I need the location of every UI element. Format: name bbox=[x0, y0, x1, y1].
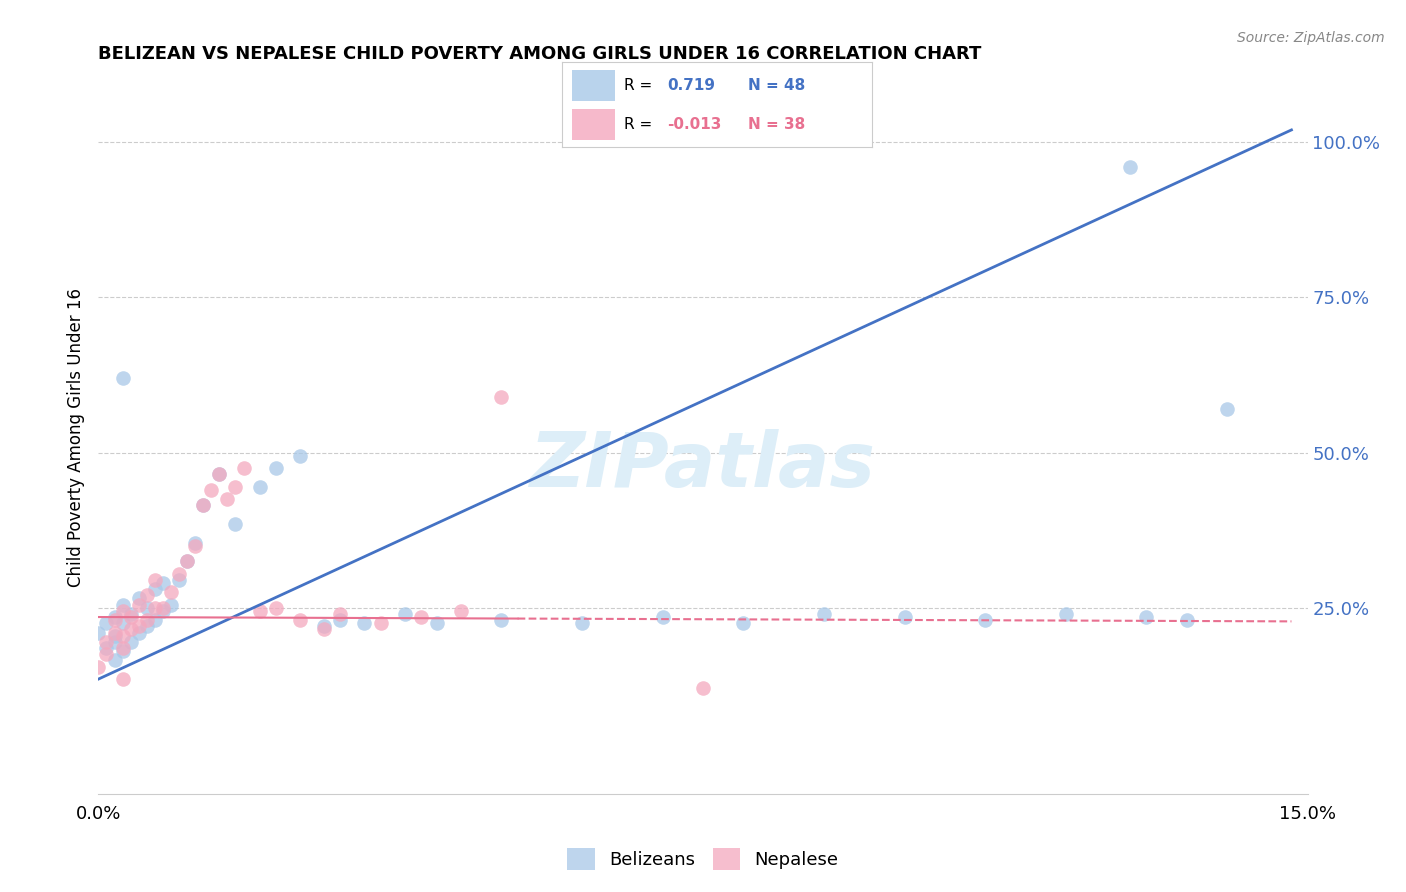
Point bbox=[394, 607, 416, 621]
Point bbox=[288, 613, 311, 627]
Point bbox=[143, 573, 166, 587]
Legend: Belizeans, Nepalese: Belizeans, Nepalese bbox=[560, 841, 846, 878]
Point bbox=[135, 600, 157, 615]
Point bbox=[288, 449, 311, 463]
Point bbox=[167, 566, 190, 581]
Point bbox=[103, 625, 125, 640]
Point bbox=[264, 461, 287, 475]
Point bbox=[111, 598, 134, 612]
Point bbox=[120, 635, 142, 649]
Point bbox=[176, 554, 198, 568]
Point bbox=[160, 598, 183, 612]
Point bbox=[1216, 402, 1239, 417]
Point bbox=[491, 390, 513, 404]
Point bbox=[1119, 160, 1142, 174]
Point bbox=[111, 616, 134, 631]
Point bbox=[152, 575, 174, 590]
Text: BELIZEAN VS NEPALESE CHILD POVERTY AMONG GIRLS UNDER 16 CORRELATION CHART: BELIZEAN VS NEPALESE CHILD POVERTY AMONG… bbox=[98, 45, 981, 63]
Point bbox=[733, 616, 755, 631]
Point bbox=[571, 616, 593, 631]
Point bbox=[1175, 613, 1198, 627]
Point bbox=[103, 613, 125, 627]
Text: R =: R = bbox=[624, 78, 652, 93]
Point bbox=[208, 467, 231, 482]
Point bbox=[208, 467, 231, 482]
Point bbox=[249, 480, 271, 494]
Point bbox=[143, 582, 166, 596]
Text: R =: R = bbox=[624, 117, 652, 132]
Point bbox=[120, 610, 142, 624]
Point bbox=[329, 607, 352, 621]
Point bbox=[224, 480, 246, 494]
Text: Source: ZipAtlas.com: Source: ZipAtlas.com bbox=[1237, 31, 1385, 45]
Bar bbox=[572, 70, 614, 101]
Point bbox=[813, 607, 835, 621]
Point bbox=[1135, 610, 1157, 624]
Text: N = 48: N = 48 bbox=[748, 78, 806, 93]
Point bbox=[692, 681, 714, 696]
Point bbox=[111, 672, 134, 686]
Point bbox=[120, 623, 142, 637]
Point bbox=[87, 625, 110, 640]
Point bbox=[217, 492, 239, 507]
Point bbox=[135, 588, 157, 602]
Text: N = 38: N = 38 bbox=[748, 117, 806, 132]
Point bbox=[111, 644, 134, 658]
Point bbox=[96, 647, 118, 661]
Point bbox=[135, 619, 157, 633]
Point bbox=[974, 613, 997, 627]
Point bbox=[329, 613, 352, 627]
Point bbox=[249, 604, 271, 618]
Point bbox=[232, 461, 254, 475]
Point bbox=[160, 585, 183, 599]
Point bbox=[143, 600, 166, 615]
Point bbox=[426, 616, 449, 631]
Text: ZIPatlas: ZIPatlas bbox=[530, 429, 876, 502]
Point bbox=[893, 610, 915, 624]
Point bbox=[409, 610, 432, 624]
Point bbox=[96, 616, 118, 631]
Point bbox=[193, 499, 215, 513]
Point bbox=[224, 516, 246, 531]
Point bbox=[111, 629, 134, 643]
Point bbox=[353, 616, 375, 631]
Point bbox=[128, 625, 150, 640]
Point bbox=[87, 659, 110, 673]
Point bbox=[103, 629, 125, 643]
Point bbox=[184, 535, 207, 549]
Point bbox=[200, 483, 222, 497]
Point bbox=[111, 371, 134, 385]
Point bbox=[184, 539, 207, 553]
Point bbox=[152, 604, 174, 618]
Point bbox=[135, 613, 157, 627]
Point bbox=[314, 619, 336, 633]
Point bbox=[128, 598, 150, 612]
Point bbox=[450, 604, 472, 618]
Point bbox=[143, 613, 166, 627]
Point bbox=[103, 635, 125, 649]
Point bbox=[491, 613, 513, 627]
Point bbox=[176, 554, 198, 568]
Point bbox=[103, 653, 125, 667]
Point bbox=[96, 641, 118, 656]
Bar bbox=[572, 109, 614, 139]
Text: -0.013: -0.013 bbox=[668, 117, 721, 132]
Point bbox=[128, 619, 150, 633]
Point bbox=[193, 499, 215, 513]
Text: 0.719: 0.719 bbox=[668, 78, 716, 93]
Point bbox=[111, 604, 134, 618]
Point bbox=[370, 616, 392, 631]
Point bbox=[128, 591, 150, 606]
Point bbox=[111, 641, 134, 656]
Point bbox=[651, 610, 673, 624]
Point bbox=[152, 600, 174, 615]
Point bbox=[120, 607, 142, 621]
Point bbox=[103, 610, 125, 624]
Point bbox=[314, 623, 336, 637]
Point bbox=[167, 573, 190, 587]
Y-axis label: Child Poverty Among Girls Under 16: Child Poverty Among Girls Under 16 bbox=[66, 287, 84, 587]
Point bbox=[96, 635, 118, 649]
Point bbox=[1054, 607, 1077, 621]
Point bbox=[264, 600, 287, 615]
